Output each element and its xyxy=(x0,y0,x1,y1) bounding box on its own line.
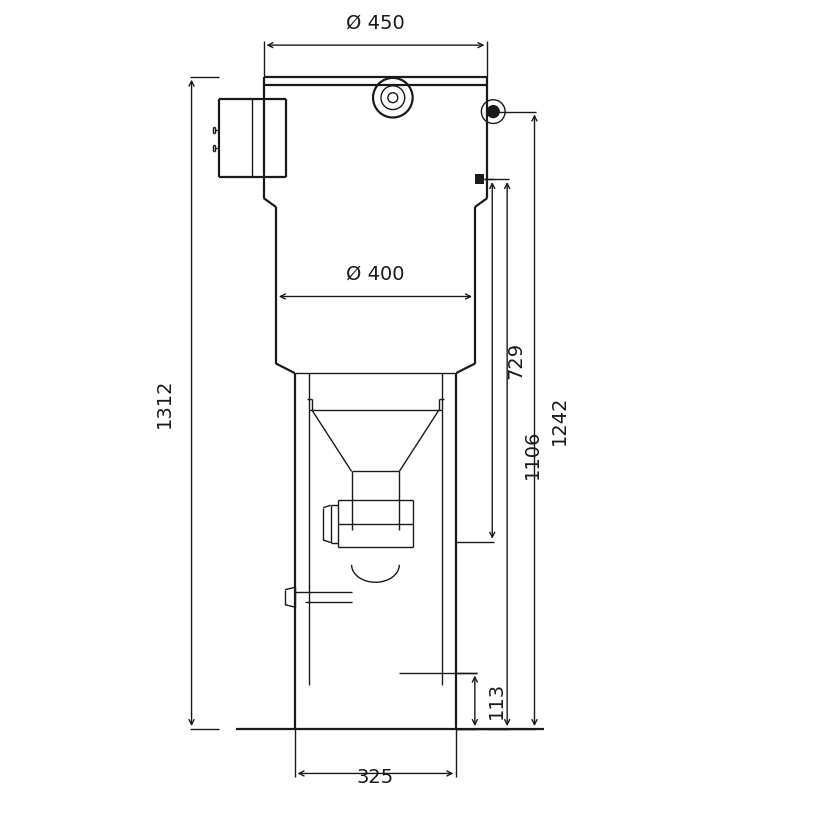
Text: 729: 729 xyxy=(507,342,525,379)
Text: Ø 450: Ø 450 xyxy=(346,13,405,32)
Text: 113: 113 xyxy=(486,682,506,719)
Text: Ø 400: Ø 400 xyxy=(346,265,405,284)
Text: 1106: 1106 xyxy=(523,429,542,479)
Text: 1242: 1242 xyxy=(550,396,570,445)
Bar xyxy=(475,174,484,184)
Text: 325: 325 xyxy=(357,769,394,787)
Text: 1312: 1312 xyxy=(155,378,174,428)
Circle shape xyxy=(487,106,499,118)
